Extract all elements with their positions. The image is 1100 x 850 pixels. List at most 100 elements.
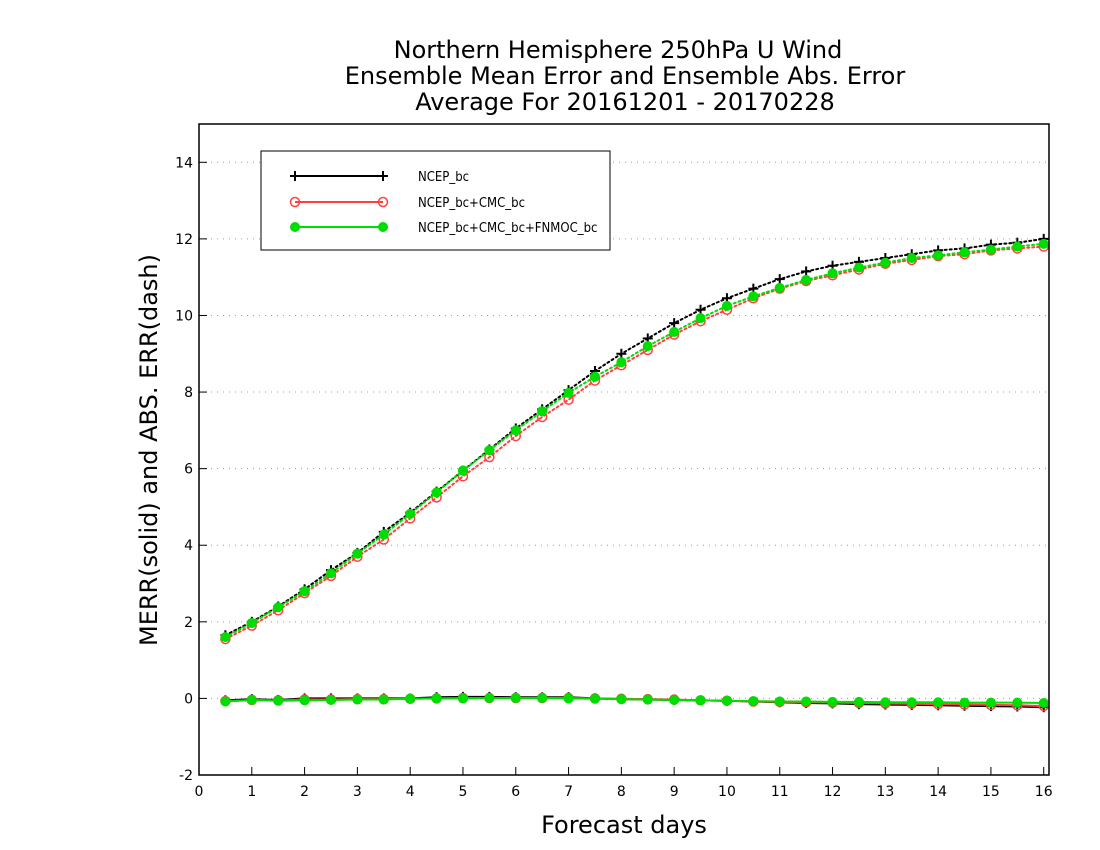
abs-error-point bbox=[1012, 241, 1023, 252]
legend-label: NCEP_bc+CMC_bc+FNMOC_bc bbox=[418, 221, 597, 236]
abs-error-point bbox=[431, 487, 442, 498]
abs-error-point bbox=[985, 244, 996, 255]
y-axis-label: MERR(solid) and ABS. ERR(dash) bbox=[135, 254, 163, 646]
mean-error-point bbox=[484, 693, 495, 704]
legend-label: NCEP_bc bbox=[418, 170, 469, 185]
mean-error-point bbox=[721, 695, 732, 706]
abs-error-point bbox=[880, 257, 891, 268]
y-tick-label: 0 bbox=[184, 691, 193, 707]
abs-error-point bbox=[220, 632, 231, 643]
mean-error-point bbox=[853, 696, 864, 707]
mean-error-point bbox=[748, 696, 759, 707]
mean-error-point bbox=[537, 693, 548, 704]
legend: NCEP_bc NCEP_bc+CMC_bc NCEP_bc+CMC_bc+FNMO… bbox=[260, 150, 611, 251]
abs-error-point bbox=[801, 266, 812, 277]
x-tick-label: 1 bbox=[247, 784, 256, 800]
mean-error-point bbox=[510, 693, 521, 704]
mean-error-point bbox=[246, 694, 257, 705]
mean-error-point bbox=[1038, 698, 1049, 709]
x-tick-label: 5 bbox=[459, 784, 468, 800]
plot-frame bbox=[198, 123, 1050, 776]
chart-title: Northern Hemisphere 250hPa U Wind Ensemb… bbox=[345, 36, 906, 116]
x-tick-label: 10 bbox=[718, 784, 736, 800]
mean-error-point bbox=[378, 694, 389, 705]
series-1 bbox=[220, 233, 1049, 713]
abs-error-point bbox=[1038, 238, 1049, 249]
abs-error-point bbox=[642, 341, 653, 352]
abs-error-point bbox=[801, 274, 812, 285]
x-tick-label: 4 bbox=[406, 784, 415, 800]
legend-box bbox=[260, 150, 611, 251]
series-2 bbox=[220, 241, 1049, 712]
abs-error-point bbox=[827, 268, 838, 279]
y-tick-label: 12 bbox=[175, 232, 193, 248]
series-3 bbox=[220, 238, 1049, 709]
abs-error-point bbox=[721, 300, 732, 311]
mean-error-point bbox=[933, 697, 944, 708]
x-tick-label: 11 bbox=[771, 784, 789, 800]
x-axis-label: Forecast days bbox=[541, 811, 707, 839]
legend-item: NCEP_bc+CMC_bc+FNMOC_bc bbox=[290, 221, 597, 236]
y-tick-label: 8 bbox=[184, 385, 193, 401]
series-layer bbox=[220, 233, 1049, 713]
abs-error-point bbox=[853, 262, 864, 273]
mean-error-point bbox=[457, 693, 468, 704]
abs-error-point bbox=[484, 445, 495, 456]
legend-item: NCEP_bc bbox=[290, 170, 469, 185]
abs-error-point bbox=[695, 313, 706, 324]
legend-marker bbox=[377, 196, 389, 208]
mean-error-point bbox=[642, 694, 653, 705]
mean-error-point bbox=[695, 695, 706, 706]
legend-marker bbox=[290, 171, 300, 181]
abs-error-point bbox=[669, 318, 680, 329]
mean-error-point bbox=[774, 696, 785, 707]
abs-error-point bbox=[669, 326, 680, 337]
legend-marker bbox=[290, 222, 300, 232]
x-tick-label: 6 bbox=[511, 784, 520, 800]
x-tick-label: 2 bbox=[300, 784, 309, 800]
mean-error-point bbox=[801, 696, 812, 707]
chart-title-line-1: Northern Hemisphere 250hPa U Wind bbox=[394, 36, 843, 64]
mean-error-point bbox=[405, 693, 416, 704]
mean-error-point bbox=[959, 697, 970, 708]
y-tick-label: -2 bbox=[179, 768, 193, 784]
x-tick-label: 12 bbox=[824, 784, 842, 800]
y-tick-label: 4 bbox=[184, 538, 193, 554]
legend-label: NCEP_bc+CMC_bc bbox=[418, 196, 525, 211]
mean-error-point bbox=[1012, 697, 1023, 708]
abs-error-point bbox=[537, 406, 548, 417]
abs-error-point bbox=[510, 425, 521, 436]
x-tick-label: 9 bbox=[670, 784, 679, 800]
abs-error-point bbox=[378, 529, 389, 540]
abs-error-line bbox=[224, 237, 1045, 637]
mean-error-point bbox=[589, 693, 600, 704]
abs-error-point bbox=[405, 508, 416, 519]
mean-error-line bbox=[225, 697, 1044, 705]
mean-error-point bbox=[273, 695, 284, 706]
y-tick-label: 14 bbox=[175, 155, 193, 171]
y-tick-label: 2 bbox=[184, 615, 193, 631]
abs-error-point bbox=[906, 253, 917, 264]
abs-error-point bbox=[616, 348, 627, 359]
x-tick-label: 13 bbox=[876, 784, 894, 800]
x-tick-label: 8 bbox=[617, 784, 626, 800]
abs-error-line bbox=[224, 245, 1045, 641]
mean-error-point bbox=[880, 697, 891, 708]
abs-error-point bbox=[325, 568, 336, 579]
abs-error-point bbox=[352, 548, 363, 559]
abs-error-point bbox=[299, 586, 310, 597]
legend-marker bbox=[378, 171, 388, 181]
mean-error-point bbox=[352, 694, 363, 705]
legend-marker bbox=[378, 222, 388, 232]
mean-error-point bbox=[827, 696, 838, 707]
y-tick-label: 6 bbox=[184, 462, 193, 478]
abs-error-point bbox=[959, 247, 970, 258]
y-tick-label: 10 bbox=[175, 308, 193, 324]
mean-error-point bbox=[299, 695, 310, 706]
abs-error-point bbox=[273, 602, 284, 613]
abs-error-point bbox=[457, 465, 468, 476]
mean-error-point bbox=[563, 693, 574, 704]
x-tick-label: 16 bbox=[1035, 784, 1053, 800]
abs-error-point bbox=[748, 291, 759, 302]
